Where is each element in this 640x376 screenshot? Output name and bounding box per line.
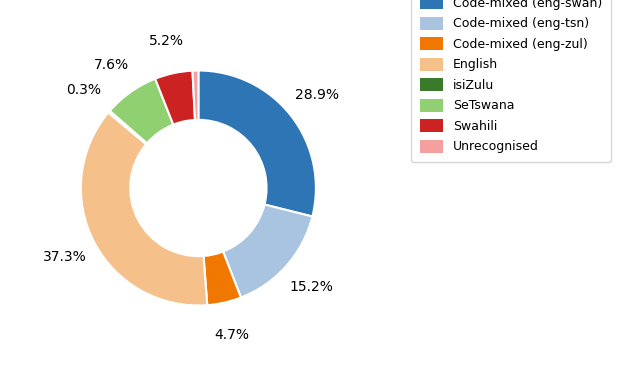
Text: 15.2%: 15.2% [289, 280, 333, 294]
Text: 37.3%: 37.3% [43, 250, 86, 264]
Wedge shape [155, 71, 195, 124]
Wedge shape [204, 252, 241, 305]
Wedge shape [223, 205, 312, 297]
Text: 4.7%: 4.7% [214, 327, 249, 342]
Wedge shape [193, 71, 198, 120]
Wedge shape [110, 79, 173, 143]
Legend: Code-mixed (eng-swah), Code-mixed (eng-tsn), Code-mixed (eng-zul), English, isiZ: Code-mixed (eng-swah), Code-mixed (eng-t… [412, 0, 611, 162]
Text: 28.9%: 28.9% [295, 88, 339, 102]
Wedge shape [198, 71, 316, 217]
Wedge shape [81, 112, 207, 305]
Text: 5.2%: 5.2% [149, 34, 184, 48]
Wedge shape [108, 111, 147, 144]
Text: 7.6%: 7.6% [94, 58, 129, 72]
Text: 0.3%: 0.3% [67, 83, 102, 97]
